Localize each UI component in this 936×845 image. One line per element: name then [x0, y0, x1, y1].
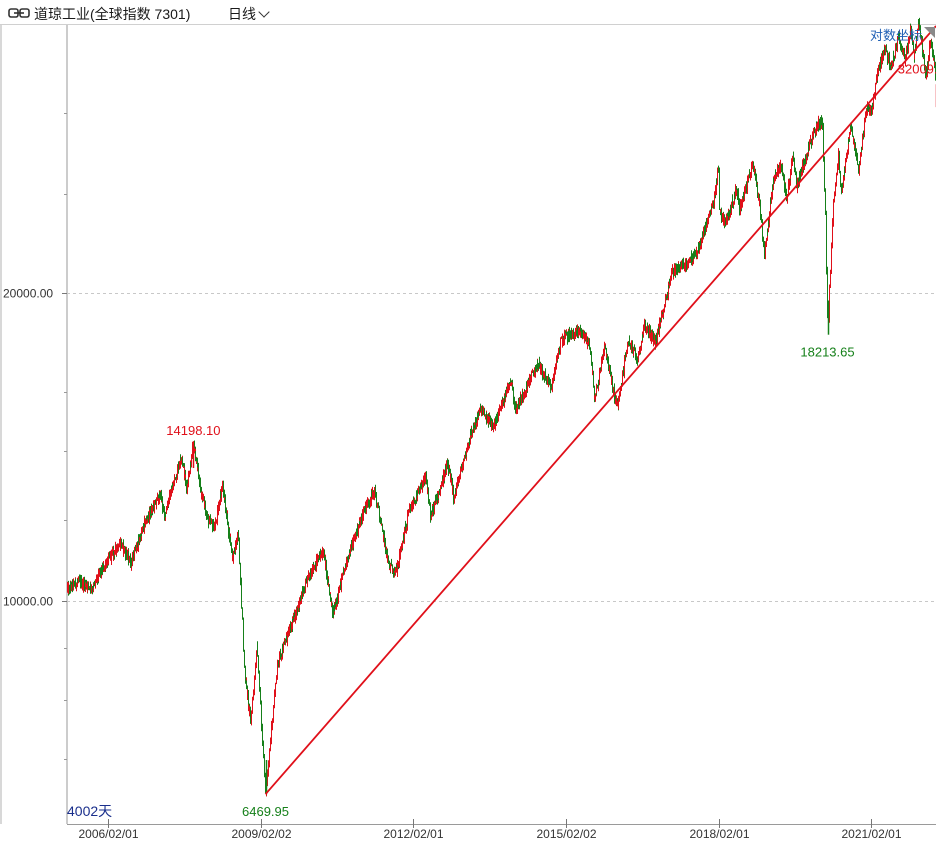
corner-triangle-icon[interactable]: [924, 27, 935, 38]
price-annotation: 32009.64: [898, 61, 936, 76]
x-tick-label: 2021/02/01: [841, 827, 901, 841]
price-annotation: 18213.65: [800, 345, 854, 360]
price-annotations: 14198.10 6469.95 18213.65 32009.64: [166, 61, 936, 819]
chevron-down-icon: [258, 6, 270, 18]
index-title: 道琼工业(全球指数 7301): [34, 6, 191, 22]
x-tick-label: 2018/02/01: [689, 827, 749, 841]
trend-line[interactable]: [264, 25, 936, 795]
y-axis: [0, 24, 68, 824]
candles-layer: [67, 17, 936, 797]
x-tick-label: 2006/02/01: [78, 827, 138, 841]
y-tick-label: 10000.00: [3, 595, 53, 609]
period-label: 日线: [228, 6, 256, 22]
x-tick-label: 2015/02/02: [536, 827, 596, 841]
link-icon[interactable]: [8, 8, 30, 18]
grid-lines: [67, 293, 936, 602]
tick-labels: 10000.00 20000.00 2006/02/01 2009/02/02 2012…: [3, 113, 902, 841]
period-selector[interactable]: 日线: [228, 4, 270, 24]
log-scale-toggle[interactable]: 对数坐标: [870, 28, 922, 43]
chart-header: 道琼工业(全球指数 7301) 日线: [0, 0, 936, 26]
x-tick-label: 2009/02/02: [231, 827, 291, 841]
y-tick-label: 20000.00: [3, 287, 53, 301]
price-annotation: 14198.10: [166, 423, 220, 438]
trend-line-layer: [264, 25, 936, 795]
x-tick-label: 2012/02/01: [383, 827, 443, 841]
price-annotation: 6469.95: [242, 804, 289, 819]
bar-count-label: 4002天: [67, 803, 112, 819]
